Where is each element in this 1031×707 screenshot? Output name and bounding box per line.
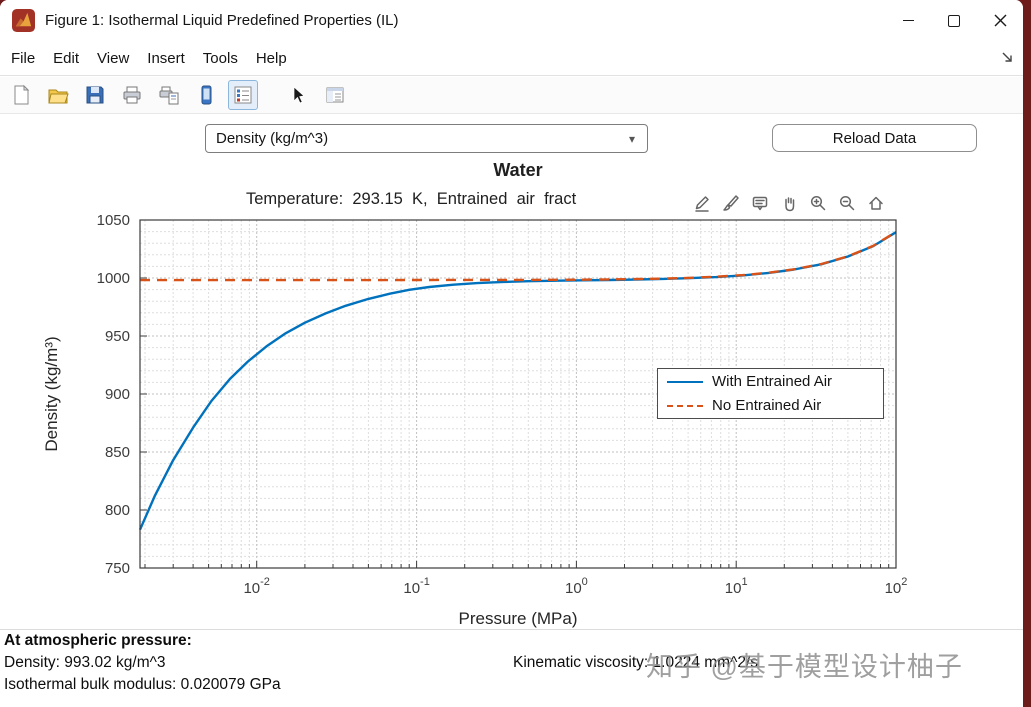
menu-item-help[interactable]: Help: [255, 49, 287, 67]
reload-data-button[interactable]: Reload Data: [772, 124, 977, 152]
svg-text:900: 900: [105, 386, 130, 403]
svg-text:Density (kg/m³): Density (kg/m³): [42, 336, 61, 451]
legend-entry-no-air: No Entrained Air: [658, 394, 883, 417]
status-header: At atmospheric pressure:: [4, 632, 192, 649]
printer-icon: [123, 86, 141, 104]
maximize-button[interactable]: [931, 0, 977, 41]
maximize-icon: [948, 14, 960, 27]
status-density: Density: 993.02 kg/m^3: [4, 654, 166, 671]
close-icon: [994, 14, 1006, 27]
svg-text:800: 800: [105, 502, 130, 519]
edit-plot-button[interactable]: [687, 190, 716, 216]
datatips-button[interactable]: [745, 190, 774, 216]
svg-text:1000: 1000: [97, 270, 130, 287]
print-preview-icon: [159, 86, 179, 105]
open-file-button[interactable]: [43, 80, 73, 110]
print-preview-button[interactable]: [154, 80, 184, 110]
figure-palette-icon: [201, 85, 212, 105]
open-folder-icon: [48, 89, 69, 104]
status-kinematic-viscosity: Kinematic viscosity: 1.0224 mm^2/s: [513, 654, 759, 671]
svg-text:102: 102: [885, 576, 908, 597]
svg-text:100: 100: [565, 576, 588, 597]
svg-text:1050: 1050: [97, 212, 130, 229]
brush-icon: [722, 195, 739, 211]
menu-item-view[interactable]: View: [97, 49, 130, 67]
menu-item-edit[interactable]: Edit: [53, 49, 80, 67]
svg-text:10-2: 10-2: [243, 576, 269, 597]
menu-item-insert[interactable]: Insert: [147, 49, 185, 67]
chart-subtitle: Temperature: 293.15 K, Entrained air fra…: [246, 190, 577, 208]
plot-browser-button[interactable]: [228, 80, 258, 110]
minimize-button[interactable]: [885, 0, 931, 41]
svg-text:10-1: 10-1: [403, 576, 429, 597]
home-icon: [868, 196, 883, 210]
dock-figure-icon[interactable]: [999, 49, 1015, 65]
zoom-out-button[interactable]: [832, 190, 861, 216]
new-figure-button[interactable]: [6, 80, 36, 110]
arrow-pointer-icon: [293, 86, 305, 104]
plot-browser-icon: [234, 86, 252, 104]
close-button[interactable]: [977, 0, 1023, 41]
figure-toolbar: [0, 77, 1023, 114]
titlebar: Figure 1: Isothermal Liquid Predefined P…: [0, 0, 1023, 41]
menubar: File Edit View Insert Tools Help: [0, 41, 1023, 76]
restore-view-button[interactable]: [861, 190, 890, 216]
property-dropdown[interactable]: Density (kg/m^3) ▾: [205, 124, 648, 153]
menu-item-tools[interactable]: Tools: [202, 49, 238, 67]
chart-title: Water: [493, 160, 543, 180]
property-editor-button[interactable]: [320, 80, 350, 110]
legend-box[interactable]: With Entrained Air No Entrained Air: [657, 368, 884, 419]
svg-text:850: 850: [105, 444, 130, 461]
brush-button[interactable]: [716, 190, 745, 216]
matlab-logo-icon: [12, 9, 35, 32]
menu-item-file[interactable]: File: [11, 49, 36, 67]
status-bulk-modulus: Isothermal bulk modulus: 0.020079 GPa: [4, 676, 281, 693]
zoom-in-icon: [810, 195, 825, 211]
legend-line-dashed-icon: [667, 404, 703, 407]
window-controls: [885, 0, 1023, 41]
edit-pencil-icon: [694, 196, 709, 212]
zoom-out-icon: [839, 195, 854, 211]
svg-text:750: 750: [105, 560, 130, 577]
watermark: 知乎 @基于模型设计柚子: [646, 652, 963, 682]
svg-text:950: 950: [105, 328, 130, 345]
pointer-button[interactable]: [283, 80, 313, 110]
legend-line-solid-icon: [667, 380, 703, 383]
property-editor-icon: [326, 87, 344, 103]
axes-toolbar: [684, 188, 893, 218]
pan-hand-icon: [784, 197, 794, 212]
svg-text:101: 101: [725, 576, 748, 597]
new-document-icon: [14, 84, 30, 105]
property-dropdown-value: Density (kg/m^3): [216, 130, 329, 147]
save-floppy-icon: [86, 86, 104, 104]
legend-label: With Entrained Air: [712, 373, 833, 390]
datatip-icon: [752, 196, 767, 211]
svg-text:Pressure (MPa): Pressure (MPa): [458, 609, 577, 628]
legend-entry-with-air: With Entrained Air: [658, 370, 883, 393]
save-button[interactable]: [80, 80, 110, 110]
chevron-down-icon: ▾: [628, 131, 635, 146]
window-title: Figure 1: Isothermal Liquid Predefined P…: [45, 12, 399, 29]
print-button[interactable]: [117, 80, 147, 110]
pan-button[interactable]: [774, 190, 803, 216]
minimize-icon: [902, 20, 914, 21]
status-separator: [0, 629, 1023, 630]
legend-label: No Entrained Air: [712, 397, 822, 414]
zoom-in-button[interactable]: [803, 190, 832, 216]
figure-palette-button[interactable]: [191, 80, 221, 110]
